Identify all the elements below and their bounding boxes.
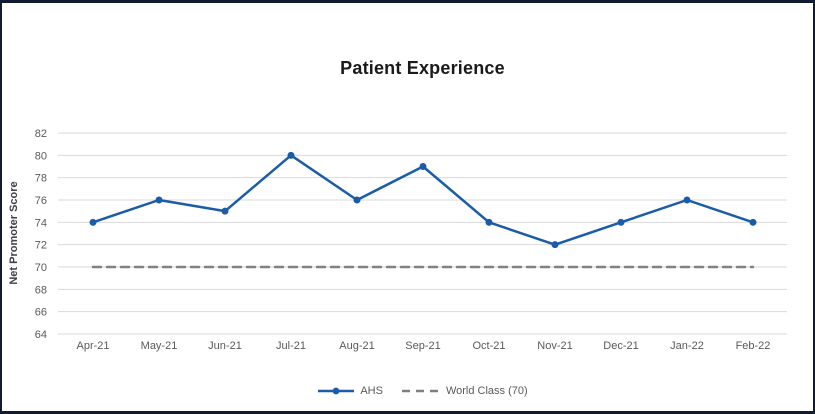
y-tick-label: 72 [35, 240, 47, 252]
y-tick-label: 78 [35, 173, 47, 185]
legend-label-ahs: AHS [360, 385, 383, 397]
y-tick-label: 74 [35, 217, 47, 229]
x-tick-label: Jul-21 [276, 340, 306, 352]
x-tick-label: Dec-21 [603, 340, 638, 352]
legend-label-world-class: World Class (70) [445, 385, 528, 397]
y-tick-label: 68 [35, 284, 47, 296]
data-point-marker [617, 218, 625, 226]
x-tick-label: Nov-21 [537, 340, 572, 352]
chart-title: Patient Experience [340, 58, 505, 78]
x-tick-label: Jun-21 [208, 340, 242, 352]
legend-item-world-class: World Class (70) [401, 385, 528, 397]
x-tick-label: Feb-22 [736, 340, 771, 352]
x-tick-label: Jan-22 [670, 340, 704, 352]
legend-item-ahs: AHS [317, 385, 383, 397]
x-tick-label: Oct-21 [472, 340, 505, 352]
data-point-marker [287, 151, 295, 159]
data-point-marker [353, 196, 361, 204]
y-tick-label: 82 [35, 128, 47, 140]
y-tick-label: 70 [35, 262, 47, 274]
y-tick-label: 66 [35, 307, 47, 319]
legend: AHS World Class (70) [58, 380, 787, 402]
data-point-marker [89, 218, 97, 226]
y-tick-label: 64 [35, 329, 47, 341]
data-point-marker [749, 218, 757, 226]
ahs-line-swatch-icon [318, 387, 355, 395]
data-point-marker [221, 207, 229, 215]
y-tick-label: 76 [35, 195, 47, 207]
x-tick-label: May-21 [141, 340, 178, 352]
data-point-marker [485, 218, 493, 226]
data-point-marker [419, 163, 427, 170]
data-point-marker [155, 196, 163, 204]
y-tick-label: 80 [35, 150, 47, 162]
x-tick-label: Aug-21 [339, 340, 374, 352]
world-class-dash-swatch-icon [401, 389, 440, 393]
data-point-marker [683, 196, 691, 204]
x-tick-label: Apr-21 [76, 340, 109, 352]
x-tick-label: Sep-21 [405, 340, 440, 352]
data-point-marker [551, 241, 559, 249]
